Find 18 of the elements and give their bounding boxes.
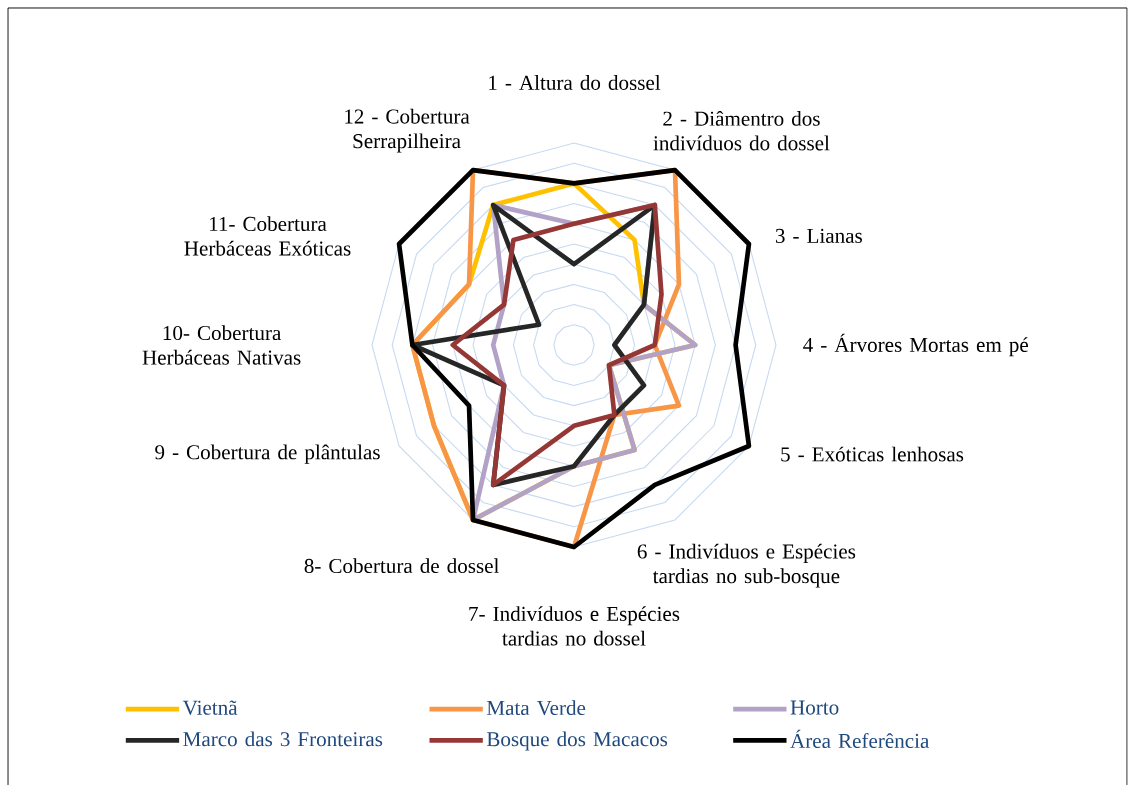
legend-label: Área Referência [790, 729, 930, 749]
spoke-label: 2 - Diâmentro dos indivíduos do dossel [653, 110, 830, 151]
spoke-label: 5 - Exóticas lenhosas [781, 446, 964, 462]
spoke-label: 6 - Indivíduos e Espécies tardias no sub-bosque [637, 543, 856, 588]
spoke-label: 10- Cobertura Herbáceas Nativas [142, 325, 301, 365]
spoke-label: 4 - Árvores Mortas em pé [803, 333, 1029, 357]
spoke-label: 12 - Cobertura Serrapilheira [345, 108, 470, 153]
spoke-label: 8- Cobertura de dossel [304, 558, 499, 574]
spoke-label: 9 - Cobertura de plântulas [155, 444, 380, 464]
legend-label: Vietnã [182, 700, 238, 715]
spoke-label: 7- Indivíduos e Espécies tardias no dossel [469, 606, 680, 646]
legend-label: Bosque dos Macacos [486, 731, 668, 751]
legend-label: Mata Verde [486, 700, 586, 716]
legend-label: Horto [790, 700, 839, 715]
legend-label: Marco das 3 Fronteiras [183, 731, 383, 747]
spoke-label: 1 - Altura do dossel [489, 75, 661, 90]
spoke-label: 3 - Lianas [775, 228, 862, 243]
spoke-label: 11- Cobertura Herbáceas Exóticas [184, 216, 351, 256]
